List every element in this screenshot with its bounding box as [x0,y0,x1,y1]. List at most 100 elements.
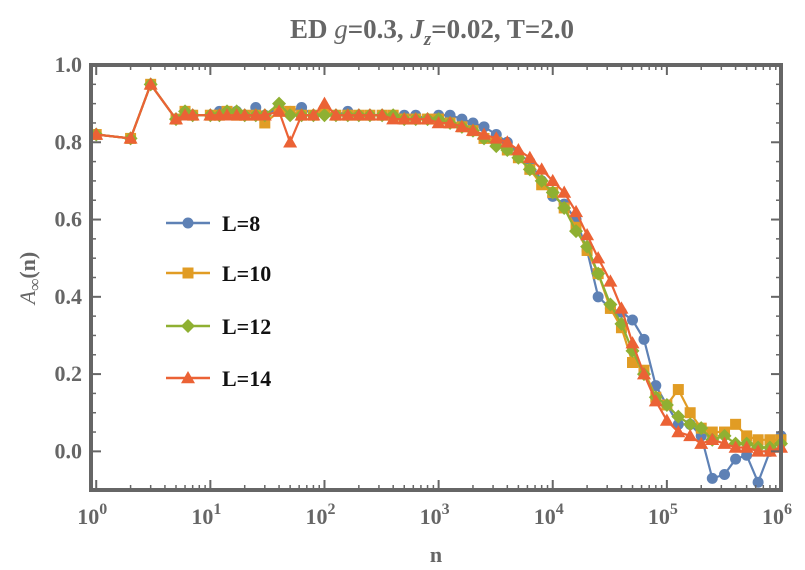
title-prefix: ED [290,14,334,44]
data-point [431,115,446,129]
x-tick-base: 10 [762,504,784,529]
data-point [283,135,298,148]
data-point [557,185,572,198]
data-point [203,108,218,121]
x-tick-label: 106 [762,501,792,529]
legend-marker [182,267,194,279]
x-tick-exp: 4 [556,501,564,518]
data-point [522,150,537,163]
data-point [248,108,263,121]
data-point [580,228,595,241]
legend: L=8 L=10 L=12 L=14 [166,211,271,391]
legend-item: L=12 [166,314,271,339]
data-point [739,440,754,453]
data-point [719,469,731,481]
data-point [375,108,390,121]
data-point [627,357,639,368]
data-point [397,112,412,125]
title-g-value: =0.3, [348,14,411,44]
data-point [648,394,663,407]
data-point [603,274,618,287]
data-point [477,127,492,140]
title-j-subscript: z [423,29,432,50]
data-point [220,108,235,121]
x-tick-exp: 1 [213,501,221,518]
data-point [317,96,332,109]
x-tick-base: 10 [305,504,327,529]
x-tick-label: 104 [534,501,564,529]
data-point [386,112,401,125]
data-point [454,119,469,133]
title-g-symbol: g [334,14,348,44]
data-point [478,121,490,133]
data-point [123,131,138,144]
y-tick-label: 0.8 [55,129,83,154]
series-l-14 [89,77,788,457]
data-point [683,428,698,442]
data-point [306,108,321,121]
data-point [272,96,287,111]
data-point [408,112,423,125]
legend-marker [181,319,195,333]
data-point [522,162,537,177]
data-point [672,384,684,396]
data-point [340,108,355,121]
data-point [328,108,343,121]
data-point [557,200,572,215]
data-point [752,434,764,446]
y-tick-label: 0.0 [55,438,83,463]
legend-marker [182,217,194,229]
data-point [283,108,298,123]
x-tick-base: 10 [77,504,99,529]
data-point [237,108,252,121]
data-point [625,336,640,349]
x-tick-base: 10 [191,504,213,529]
data-point [672,418,684,430]
data-point [257,108,272,121]
legend-item: L=8 [166,211,260,236]
data-point [751,444,766,457]
x-tick-exp: 2 [327,501,335,518]
data-point [420,112,435,125]
data-point [764,434,776,446]
data-point [143,77,158,90]
data-point [603,297,618,312]
series-line [96,81,782,453]
y-tick-label: 0.6 [55,207,83,232]
data-point [706,472,718,484]
data-point [591,251,606,264]
data-point [706,426,718,438]
data-point [741,430,753,442]
data-point [671,409,686,424]
y-tick-label: 0.4 [55,284,83,309]
data-point [569,224,584,239]
data-point [683,417,698,432]
y-axis: 0.0 0.2 0.4 0.6 0.8 1.0 [55,52,781,463]
x-tick-exp: 5 [670,501,678,518]
data-point [752,476,764,488]
data-point [362,108,377,121]
data-point [465,123,480,136]
data-point [684,407,696,419]
data-point [317,108,332,123]
data-point [511,143,526,156]
data-point [730,453,742,465]
title-j-symbol: J [409,14,425,44]
x-tick-label: 101 [191,501,221,529]
data-point [659,413,674,426]
legend-label: L=14 [222,366,271,391]
data-point [294,108,309,121]
data-point [730,418,742,430]
data-point [659,398,674,412]
x-tick-label: 103 [420,501,450,529]
x-tick-base: 10 [534,504,556,529]
x-tick-exp: 0 [99,501,107,518]
y-label-subscript: ∞ [25,279,44,291]
data-point [534,162,549,175]
legend-item: L=10 [166,261,271,286]
y-label-arg: (n) [15,252,40,279]
data-point [185,108,200,121]
legend-item: L=14 [166,366,271,391]
